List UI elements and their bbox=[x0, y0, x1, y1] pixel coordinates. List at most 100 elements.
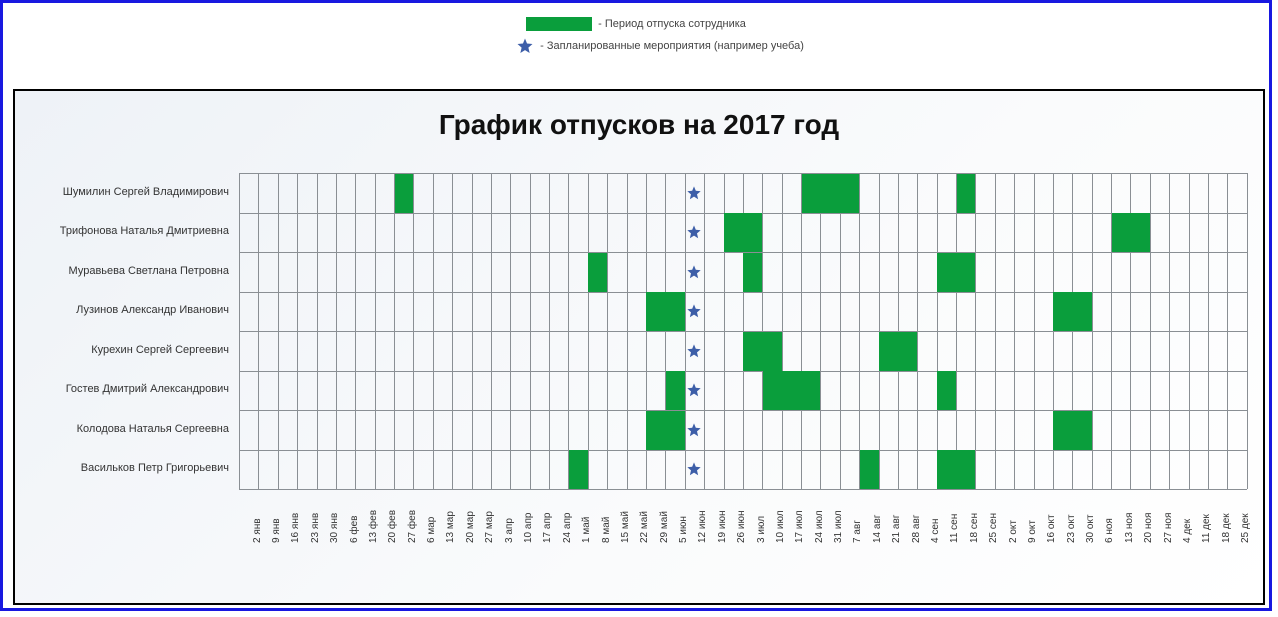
legend-vacation: - Период отпуска сотрудника bbox=[526, 17, 746, 31]
col-label: 28 авг bbox=[911, 515, 922, 543]
row-label: Трифонова Наталья Дмитриевна bbox=[15, 225, 229, 237]
star-icon bbox=[686, 382, 702, 398]
col-label: 17 апр bbox=[542, 513, 553, 543]
col-label: 25 сен bbox=[988, 513, 999, 543]
star-icon bbox=[686, 343, 702, 359]
col-label: 24 июл bbox=[814, 510, 825, 543]
vacation-bar bbox=[937, 253, 975, 292]
grid-line-horizontal bbox=[239, 173, 1247, 174]
vacation-bar bbox=[937, 450, 975, 489]
vacation-bar bbox=[957, 174, 976, 213]
col-label: 20 мар bbox=[465, 511, 476, 543]
col-label: 6 мар bbox=[426, 517, 437, 543]
col-label: 11 сен bbox=[949, 514, 960, 543]
col-label: 13 мар bbox=[445, 511, 456, 543]
vacation-bar bbox=[395, 174, 414, 213]
chart-frame: График отпусков на 2017 год Шумилин Серг… bbox=[13, 89, 1265, 605]
grid-line-horizontal bbox=[239, 450, 1247, 451]
vacation-bar bbox=[1112, 213, 1150, 252]
col-label: 9 янв bbox=[271, 518, 282, 543]
event-star bbox=[686, 264, 702, 285]
star-icon bbox=[686, 461, 702, 477]
col-label: 14 авг bbox=[872, 515, 883, 543]
vacation-bar bbox=[802, 174, 860, 213]
row-label: Васильков Петр Григорьевич bbox=[15, 462, 229, 474]
event-star bbox=[686, 224, 702, 245]
col-label: 5 июн bbox=[678, 516, 689, 543]
event-star bbox=[686, 303, 702, 324]
vacation-bar bbox=[763, 371, 821, 410]
col-label: 27 ноя bbox=[1163, 513, 1174, 543]
col-label: 1 май bbox=[581, 517, 592, 543]
chart-title: График отпусков на 2017 год bbox=[15, 109, 1263, 141]
col-label: 24 апр bbox=[562, 513, 573, 543]
col-label: 26 июн bbox=[736, 510, 747, 543]
legend-star-container bbox=[468, 37, 534, 55]
event-star bbox=[686, 382, 702, 403]
row-label: Лузинов Александр Иванович bbox=[15, 304, 229, 316]
col-label: 8 май bbox=[601, 517, 612, 543]
plot-area bbox=[239, 173, 1247, 489]
col-label: 13 фев bbox=[368, 510, 379, 543]
vacation-bar bbox=[860, 450, 879, 489]
vacation-bar bbox=[879, 332, 917, 371]
vacation-bar bbox=[646, 292, 684, 331]
col-label: 7 авг bbox=[852, 520, 863, 543]
col-label: 30 окт bbox=[1085, 514, 1096, 543]
col-label: 15 май bbox=[620, 511, 631, 543]
legend: - Период отпуска сотрудника - Запланиров… bbox=[3, 17, 1269, 55]
col-label: 19 июн bbox=[717, 510, 728, 543]
col-label: 4 сен bbox=[930, 519, 941, 543]
grid-line-horizontal bbox=[239, 292, 1247, 293]
col-label: 27 фев bbox=[407, 510, 418, 543]
event-star bbox=[686, 422, 702, 443]
col-label: 23 окт bbox=[1066, 514, 1077, 543]
star-icon bbox=[686, 422, 702, 438]
col-label: 18 дек bbox=[1221, 513, 1232, 543]
col-label: 17 июл bbox=[794, 510, 805, 543]
col-label: 16 янв bbox=[290, 513, 301, 543]
col-label: 30 янв bbox=[329, 513, 340, 543]
col-label: 22 май bbox=[639, 511, 650, 543]
event-star bbox=[686, 461, 702, 482]
col-label: 3 апр bbox=[504, 518, 515, 543]
row-label: Колодова Наталья Сергеевна bbox=[15, 423, 229, 435]
event-star bbox=[686, 185, 702, 206]
col-label: 3 июл bbox=[756, 516, 767, 543]
grid-line-horizontal bbox=[239, 489, 1247, 490]
outer-frame: - Период отпуска сотрудника - Запланиров… bbox=[0, 0, 1272, 611]
col-label: 6 ноя bbox=[1104, 518, 1115, 543]
legend-vacation-swatch bbox=[526, 17, 592, 31]
col-label: 16 окт bbox=[1046, 514, 1057, 543]
vacation-bar bbox=[1053, 292, 1091, 331]
col-label: 2 янв bbox=[252, 518, 263, 543]
vacation-bar bbox=[724, 213, 762, 252]
vacation-bar bbox=[743, 332, 781, 371]
col-label: 23 янв bbox=[310, 513, 321, 543]
col-label: 20 ноя bbox=[1143, 513, 1154, 543]
star-icon bbox=[516, 37, 534, 55]
col-label: 25 дек bbox=[1240, 513, 1251, 543]
col-label: 11 дек bbox=[1201, 514, 1212, 543]
legend-event: - Запланированные мероприятия (например … bbox=[468, 37, 804, 55]
star-icon bbox=[686, 224, 702, 240]
col-label: 13 ноя bbox=[1124, 513, 1135, 543]
vacation-bar bbox=[588, 253, 607, 292]
vacation-bar bbox=[666, 371, 685, 410]
col-label: 10 апр bbox=[523, 513, 534, 543]
col-label: 2 окт bbox=[1008, 520, 1019, 543]
row-label: Курехин Сергей Сергеевич bbox=[15, 344, 229, 356]
event-star bbox=[686, 343, 702, 364]
col-label: 31 июл bbox=[833, 510, 844, 543]
col-label: 10 июл bbox=[775, 510, 786, 543]
vacation-bar bbox=[569, 450, 588, 489]
col-label: 6 фев bbox=[349, 516, 360, 543]
col-label: 20 фев bbox=[387, 510, 398, 543]
col-label: 18 сен bbox=[969, 513, 980, 543]
col-label: 29 май bbox=[659, 511, 670, 543]
row-label: Гостев Дмитрий Александрович bbox=[15, 383, 229, 395]
col-label: 9 окт bbox=[1027, 520, 1038, 543]
legend-vacation-label: - Период отпуска сотрудника bbox=[598, 18, 746, 30]
star-icon bbox=[686, 264, 702, 280]
grid-line-horizontal bbox=[239, 410, 1247, 411]
